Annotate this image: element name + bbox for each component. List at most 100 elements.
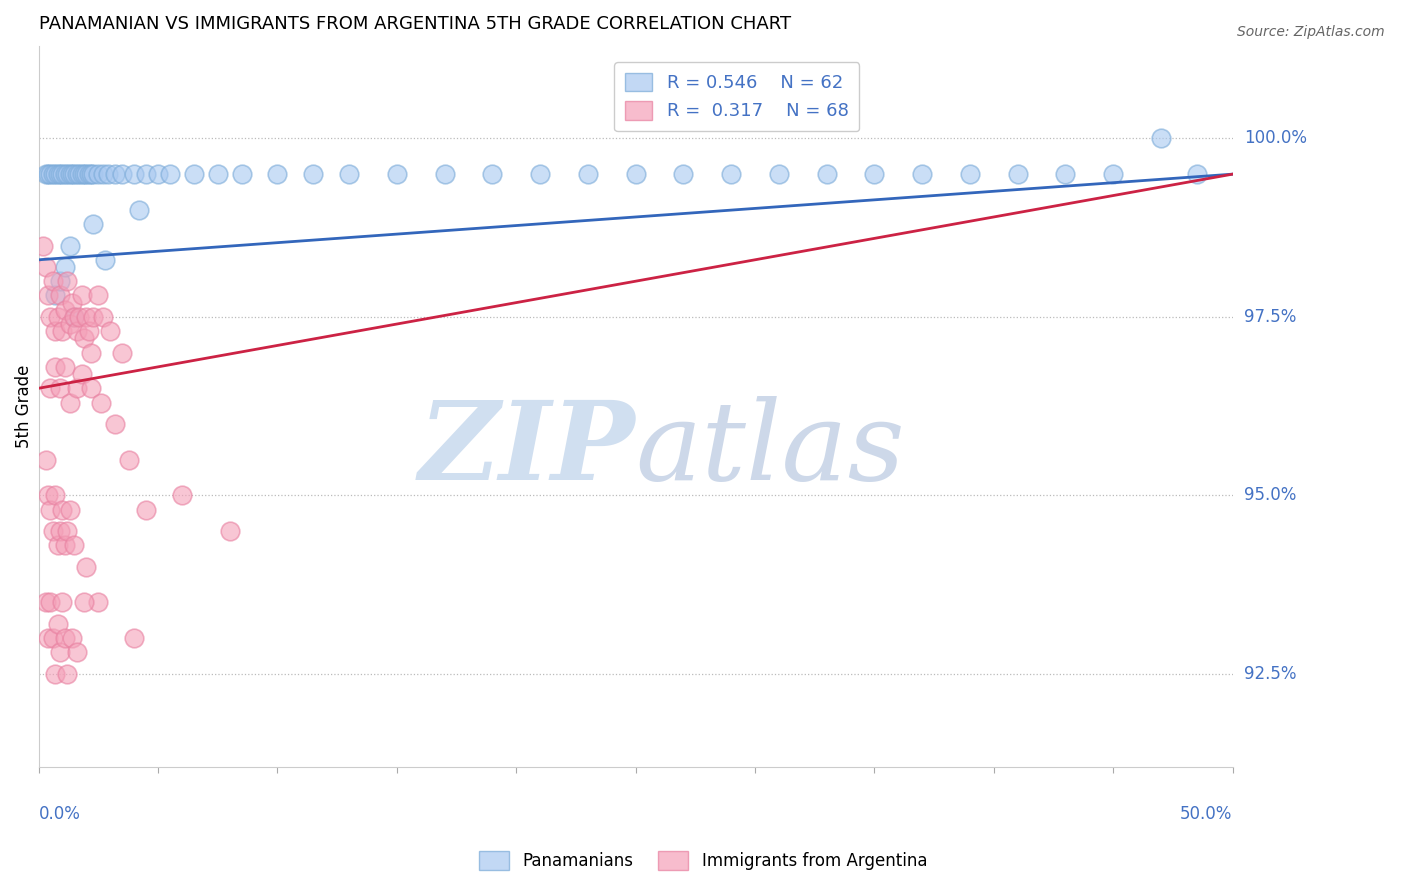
Point [53,538,76,552]
Point [53,167,76,181]
Legend: Panamanians, Immigrants from Argentina: Panamanians, Immigrants from Argentina [472,845,934,877]
Point [37,631,59,645]
Point [207,167,229,181]
Text: 100.0%: 100.0% [1244,129,1306,147]
Point [302,167,325,181]
Point [67,167,90,181]
Point [42,524,65,538]
Point [49,381,72,395]
Point [337,167,360,181]
Point [80,345,103,359]
Point [82,217,104,231]
Point [53,302,76,317]
Point [49,524,72,538]
Point [135,167,157,181]
Point [42,631,65,645]
Point [80,381,103,395]
Point [42,274,65,288]
Point [37,167,59,181]
Point [576,167,599,181]
Point [39,381,62,395]
Point [63,310,86,324]
Point [46,538,69,552]
Text: ZIP: ZIP [419,396,636,503]
Point [385,167,408,181]
Point [35,260,58,274]
Point [80,167,103,181]
Point [94,252,117,267]
Point [56,666,79,681]
Text: 95.0%: 95.0% [1244,486,1296,504]
Point [37,288,59,302]
Point [39,310,62,324]
Point [82,167,104,181]
Point [46,310,69,324]
Point [98,324,121,338]
Point [82,310,104,324]
Point [1007,167,1029,181]
Point [97,167,120,181]
Point [111,167,134,181]
Point [159,167,181,181]
Point [46,616,69,631]
Point [104,167,127,181]
Point [1102,167,1125,181]
Point [53,260,76,274]
Point [51,167,73,181]
Point [37,488,59,502]
Point [911,167,934,181]
Point [56,274,79,288]
Point [39,167,62,181]
Point [73,331,96,345]
Point [44,666,66,681]
Point [44,359,66,374]
Point [60,167,83,181]
Point [720,167,742,181]
Point [39,502,62,516]
Point [863,167,886,181]
Point [118,452,141,467]
Point [90,395,112,409]
Point [73,167,96,181]
Point [75,167,97,181]
Point [231,167,253,181]
Point [624,167,647,181]
Legend: R = 0.546    N = 62, R =  0.317    N = 68: R = 0.546 N = 62, R = 0.317 N = 68 [614,62,859,131]
Point [266,167,288,181]
Point [433,167,456,181]
Point [44,167,66,181]
Point [56,167,79,181]
Point [70,167,93,181]
Point [35,452,58,467]
Point [87,288,110,302]
Point [63,167,86,181]
Point [51,324,73,338]
Point [128,202,150,217]
Point [44,324,66,338]
Point [768,167,790,181]
Point [49,288,72,302]
Point [122,167,145,181]
Point [73,595,96,609]
Point [49,167,72,181]
Point [49,274,72,288]
Point [672,167,695,181]
Point [87,595,110,609]
Text: 0.0%: 0.0% [38,805,80,823]
Point [59,167,82,181]
Text: 50.0%: 50.0% [1180,805,1233,823]
Point [122,631,145,645]
Point [815,167,838,181]
Point [44,288,66,302]
Point [49,645,72,659]
Point [59,317,82,331]
Point [77,324,100,338]
Point [59,395,82,409]
Point [959,167,981,181]
Point [75,310,97,324]
Text: atlas: atlas [636,396,905,503]
Point [35,167,58,181]
Point [1054,167,1077,181]
Point [53,631,76,645]
Point [70,288,93,302]
